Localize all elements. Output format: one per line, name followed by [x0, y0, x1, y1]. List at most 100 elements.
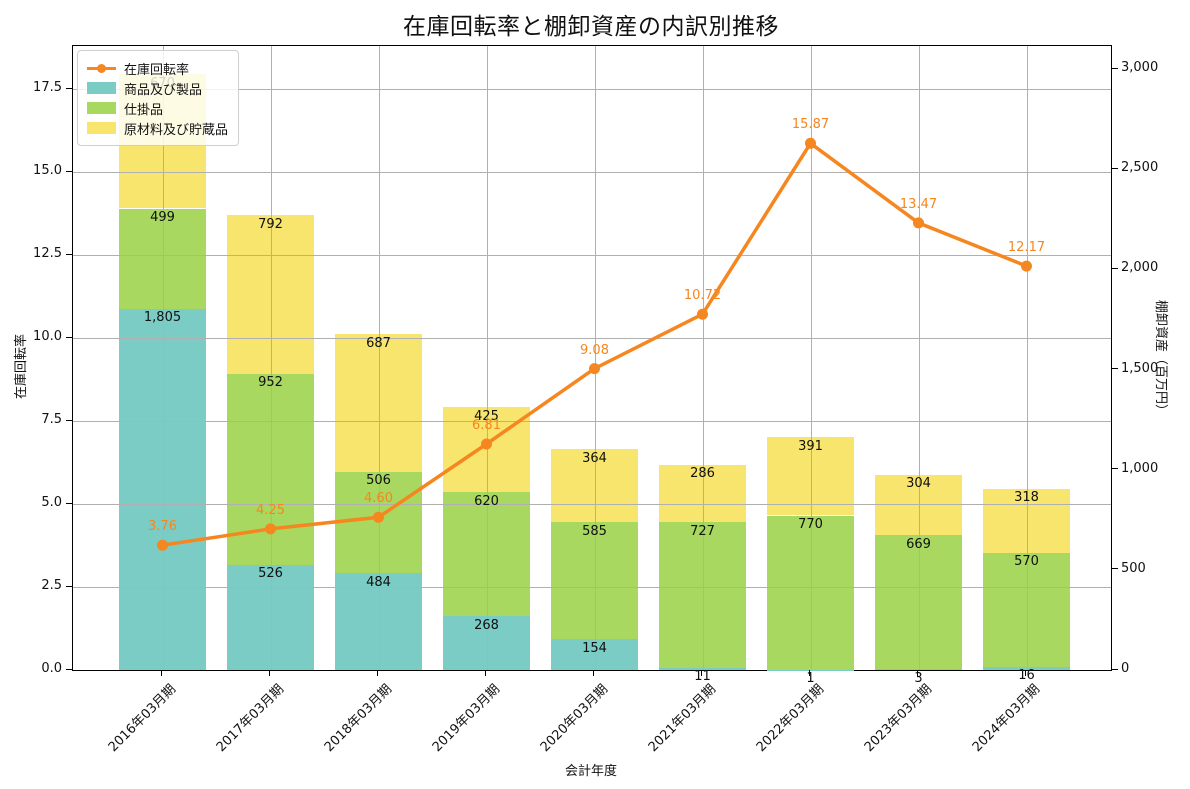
- bottom-tick-mark: [1025, 670, 1026, 676]
- value-labels-layer: 1,80549967052695279248450668726862042515…: [73, 46, 1111, 687]
- line-marker: [265, 523, 276, 535]
- left-tick-mark: [66, 585, 72, 587]
- chart-title: 在庫回転率と棚卸資産の内訳別推移: [403, 14, 779, 40]
- bar-value-label: 154: [582, 640, 607, 656]
- bar-value-label: 425: [474, 408, 499, 424]
- bar-value-label: 506: [366, 473, 391, 489]
- left-tick-label: 0.0: [41, 661, 62, 676]
- x-tick-label-text: 2021年03月期: [645, 681, 719, 756]
- right-tick-label: 2,500: [1121, 160, 1159, 176]
- left-tick-mark: [66, 336, 72, 338]
- v-gridline: [810, 46, 812, 670]
- h-gridline: [73, 338, 1111, 340]
- line-value-label: 15.87: [791, 117, 830, 133]
- legend-label: 仕掛品: [124, 102, 164, 118]
- bar-value-label: 16: [1018, 668, 1035, 684]
- right-tick-mark: [1112, 568, 1118, 570]
- left-tick-mark: [66, 502, 72, 504]
- bar-value-label: 952: [258, 375, 283, 391]
- line-marker: [157, 539, 168, 551]
- v-gridline: [162, 46, 164, 670]
- bar-segment: [767, 669, 854, 671]
- line-sample-icon: [87, 62, 116, 75]
- left-tick-mark: [66, 419, 72, 421]
- legend: 在庫回転率 商品及び製品仕掛品 原材料及び貯蔵品: [77, 50, 240, 146]
- v-gridline: [594, 46, 596, 670]
- bar-value-label: 484: [366, 574, 391, 590]
- bar-value-label: 364: [582, 450, 607, 466]
- bar-value-label: 669: [906, 536, 931, 552]
- bottom-tick-mark: [701, 670, 702, 676]
- left-tick-mark: [66, 170, 72, 172]
- bottom-tick-mark: [377, 670, 378, 676]
- right-tick-label: 3,000: [1121, 60, 1159, 75]
- bar-value-label: 1,805: [143, 309, 182, 325]
- right-tick-mark: [1112, 668, 1118, 670]
- v-gridline: [918, 46, 920, 670]
- line-value-label: 9.08: [580, 342, 609, 358]
- line-series-layer: [157, 137, 1032, 551]
- bottom-tick-mark: [809, 670, 810, 676]
- bar-value-label: 770: [798, 517, 823, 533]
- bar-value-label: 620: [474, 493, 499, 509]
- h-gridline: [73, 421, 1111, 423]
- x-tick-label-text: 2020年03月期: [537, 681, 611, 756]
- plot-area: 1,80549967052695279248450668726862042515…: [72, 45, 1112, 687]
- x-tick-label-text: 2016年03月期: [105, 681, 179, 756]
- v-gridline: [486, 46, 488, 670]
- left-tick-mark: [66, 253, 72, 255]
- bar-value-label: 1: [806, 671, 815, 687]
- bar-value-label: 286: [690, 466, 715, 482]
- line-marker: [373, 511, 384, 523]
- h-gridline: [73, 504, 1111, 505]
- legend-item-line: 在庫回転率: [87, 58, 228, 78]
- bottom-tick-mark: [593, 670, 594, 676]
- line-marker: [589, 363, 600, 375]
- line-value-label: 6.81: [472, 418, 501, 433]
- grid-layer: [73, 46, 1111, 670]
- line-value-label: 4.25: [256, 502, 285, 518]
- legend-item-patch: 原材料及び貯蔵品: [87, 118, 228, 138]
- line-marker: [805, 137, 816, 149]
- bottom-tick-mark: [269, 670, 270, 676]
- line-marker: [697, 308, 708, 320]
- line-value-label: 12.17: [1007, 240, 1046, 256]
- left-tick-label: 12.5: [33, 246, 62, 262]
- bar-value-label: 391: [798, 438, 823, 454]
- legend-item-patch: 仕掛品: [87, 98, 228, 118]
- legend-item-patch: 商品及び製品: [87, 78, 228, 98]
- left-tick-label: 10.0: [33, 329, 62, 345]
- x-tick-label-text: 2023年03月期: [861, 681, 935, 756]
- v-gridline: [702, 46, 704, 670]
- bar-value-label: 570: [1014, 554, 1039, 570]
- line-marker: [481, 438, 492, 450]
- left-tick-label: 15.0: [33, 163, 62, 179]
- bar-value-label: 304: [906, 476, 931, 491]
- line-value-label: 13.47: [899, 196, 938, 212]
- line-value-label: 4.60: [364, 491, 393, 507]
- bar-value-label: 687: [366, 335, 391, 351]
- right-tick-label: 500: [1121, 560, 1146, 576]
- y-axis-label-right: 棚卸資産（百万円）: [1153, 300, 1168, 418]
- bar-value-label: 268: [474, 617, 499, 633]
- h-gridline: [73, 255, 1111, 257]
- bottom-tick-mark: [485, 670, 486, 676]
- left-tick-label: 7.5: [41, 412, 62, 428]
- bar-value-label: 11: [694, 669, 711, 685]
- x-tick-label-text: 2024年03月期: [969, 681, 1043, 756]
- right-tick-mark: [1112, 368, 1118, 369]
- line-marker: [913, 217, 924, 229]
- x-tick-label-text: 2017年03月期: [213, 681, 287, 756]
- legend-swatch-icon: [87, 82, 116, 94]
- h-gridline: [73, 587, 1111, 588]
- line-value-label: 3.76: [148, 519, 177, 535]
- x-axis-label: 会計年度: [564, 764, 617, 779]
- right-tick-label: 1,000: [1121, 460, 1159, 476]
- v-gridline: [1026, 46, 1028, 670]
- bottom-tick-mark: [917, 670, 918, 676]
- right-tick-mark: [1112, 167, 1118, 169]
- left-tick-label: 17.5: [33, 80, 62, 96]
- line-value-label: 10.72: [683, 288, 722, 304]
- right-tick-label: 1,500: [1121, 360, 1159, 376]
- right-tick-mark: [1112, 67, 1118, 69]
